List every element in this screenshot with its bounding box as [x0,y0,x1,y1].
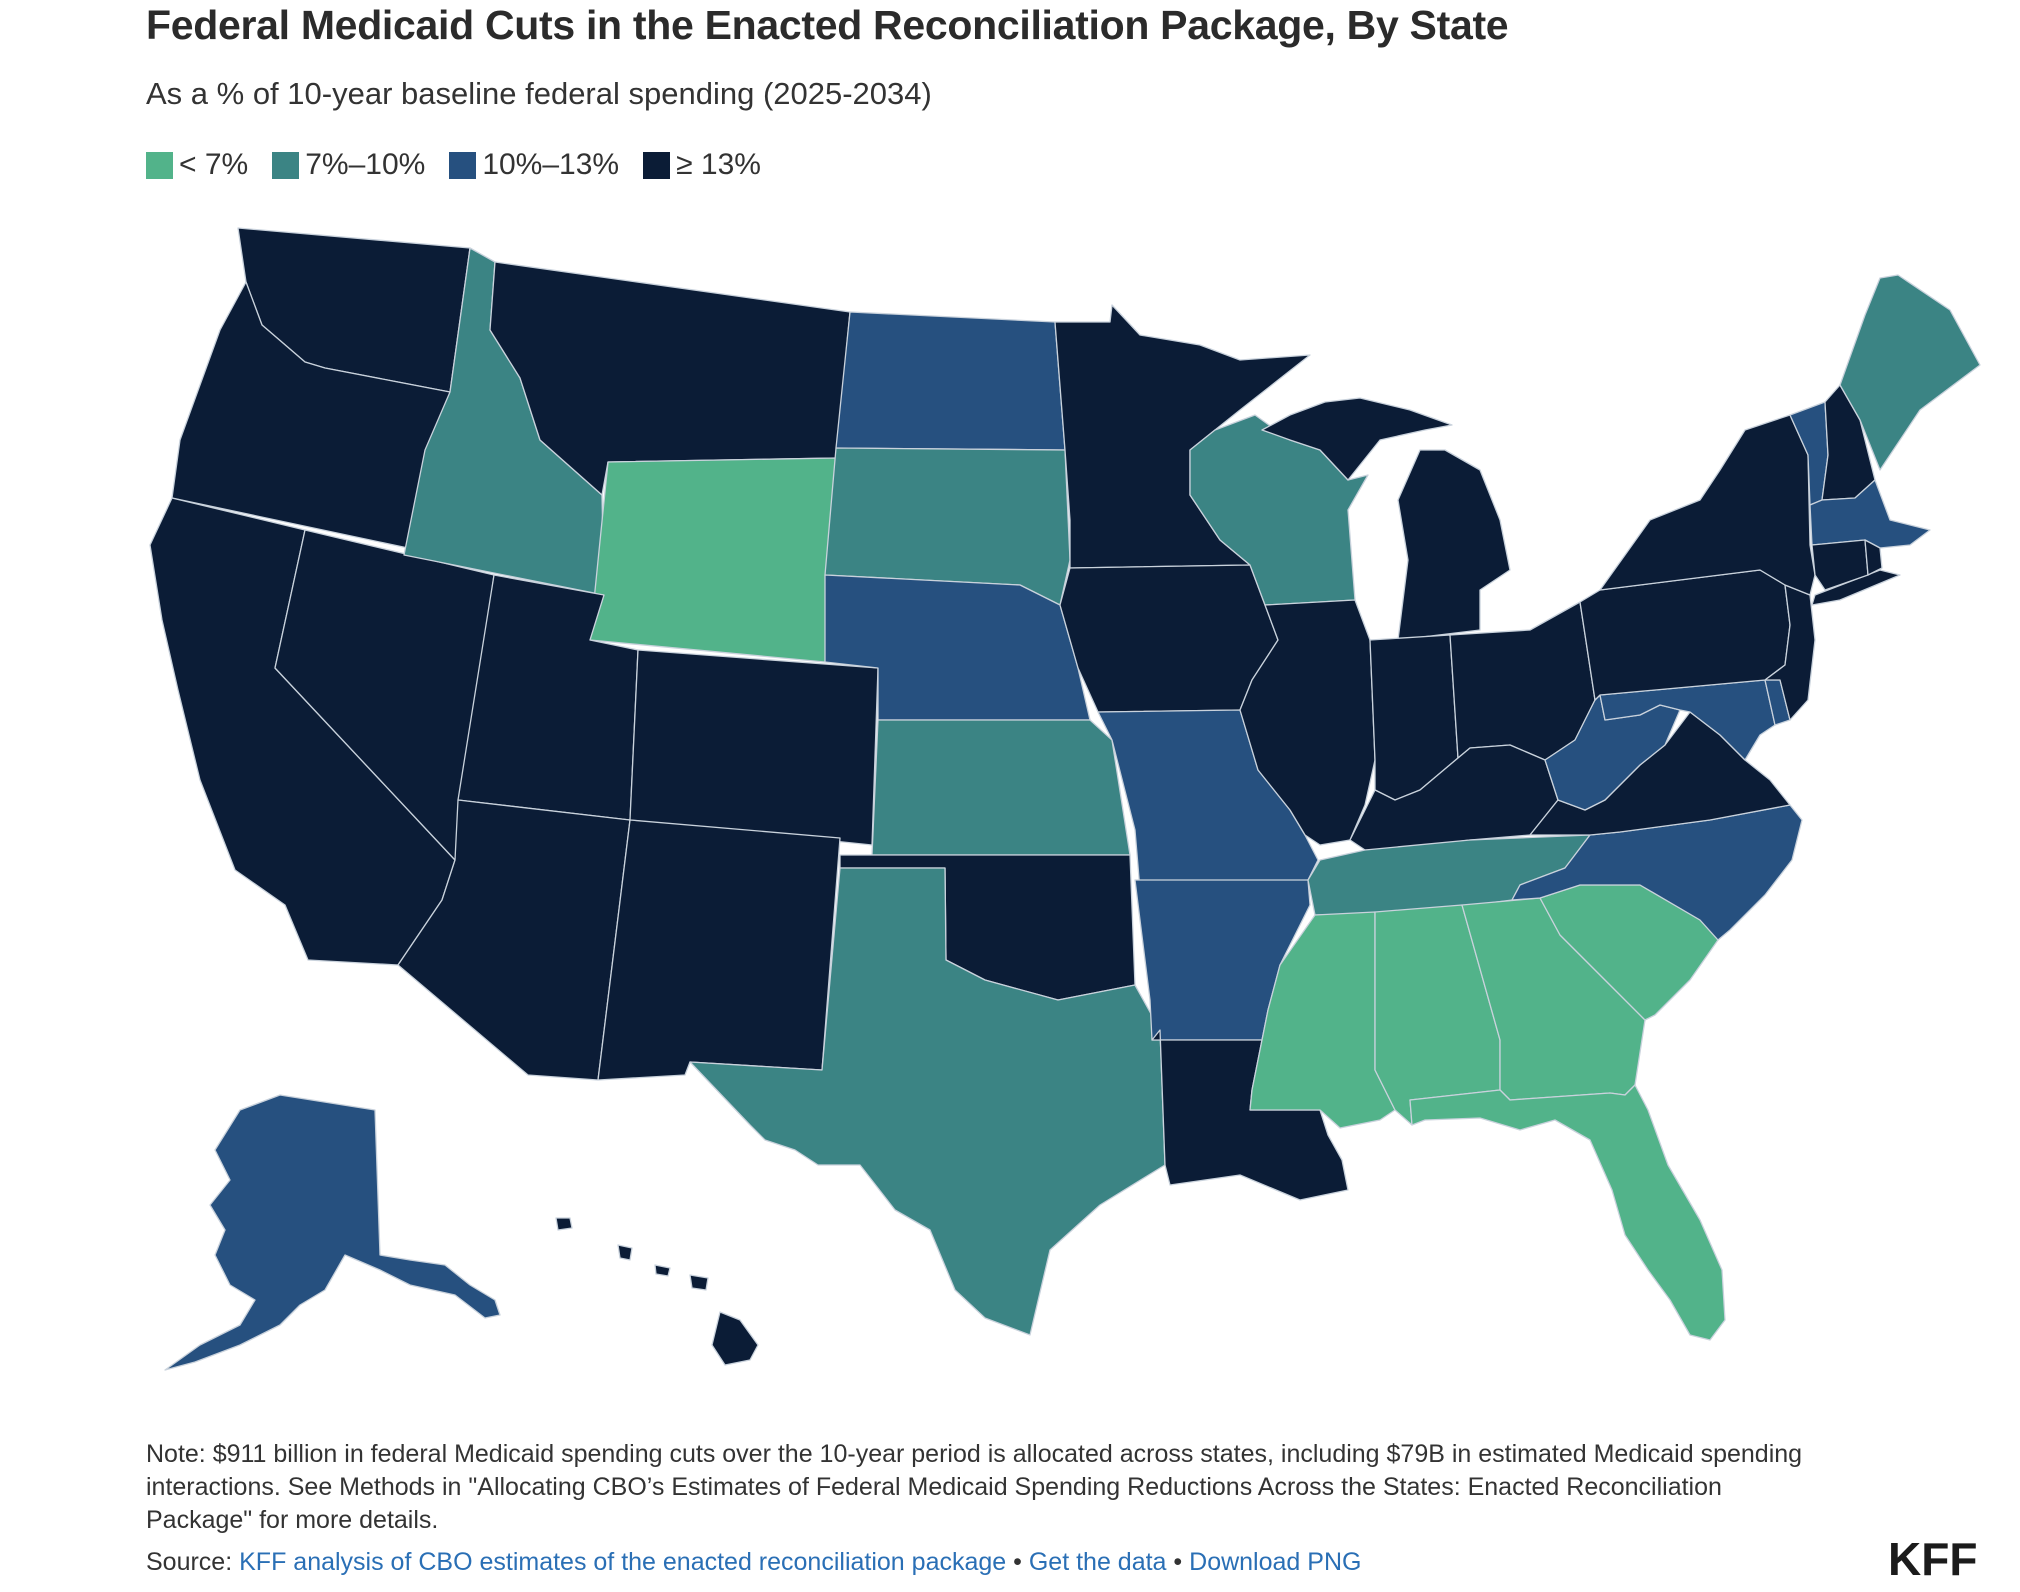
state-NJ[interactable] [1764,584,1816,721]
state-HI[interactable] [555,1217,759,1366]
state-KS[interactable] [871,719,1131,856]
legend-item-7to10: 7%–10% [272,148,425,182]
state-ME[interactable] [1839,274,1981,471]
legend-swatch [449,151,477,179]
state-MI[interactable] [1261,397,1511,641]
legend-label: 10%–13% [482,148,620,181]
state-WI[interactable] [1189,414,1369,606]
source-prefix: Source: [146,1548,233,1576]
download-png-link[interactable]: Download PNG [1189,1548,1362,1576]
state-NM[interactable] [597,819,841,1081]
source-link[interactable]: KFF analysis of CBO estimates of the ena… [239,1548,1007,1576]
legend-item-lt7: < 7% [146,148,248,182]
legend-swatch [272,151,300,179]
kff-logo: KFF [1888,1533,1978,1585]
state-FL[interactable] [1409,1084,1726,1341]
legend: < 7% 7%–10% 10%–13% ≥ 13% [146,148,761,182]
source-line: Source: KFF analysis of CBO estimates of… [146,1548,1361,1577]
state-WY[interactable] [589,457,837,663]
state-CO[interactable] [629,649,879,846]
chart-title: Federal Medicaid Cuts in the Enacted Rec… [146,2,1509,48]
state-IA[interactable] [1059,564,1279,713]
state-TX[interactable] [689,867,1166,1336]
legend-swatch [146,151,173,179]
state-CT[interactable] [1811,539,1869,591]
chart-note: Note: $911 billion in federal Medicaid s… [146,1440,1803,1534]
legend-label: < 7% [179,148,249,181]
state-ND[interactable] [835,311,1066,451]
separator-dot: • [1013,1548,1022,1576]
us-choropleth-map [149,227,1981,1371]
state-NC[interactable] [1511,804,1803,941]
state-AK[interactable] [164,1094,501,1371]
legend-label: 7%–10% [305,148,426,181]
legend-item-ge13: ≥ 13% [643,148,761,182]
get-data-link[interactable]: Get the data [1028,1548,1167,1576]
legend-swatch [643,151,671,179]
legend-label: ≥ 13% [676,148,761,181]
state-RI[interactable] [1864,539,1883,576]
separator-dot: • [1173,1548,1183,1576]
legend-item-10to13: 10%–13% [449,148,619,182]
state-PA[interactable] [1579,569,1791,701]
chart-subtitle: As a % of 10-year baseline federal spend… [146,76,932,111]
